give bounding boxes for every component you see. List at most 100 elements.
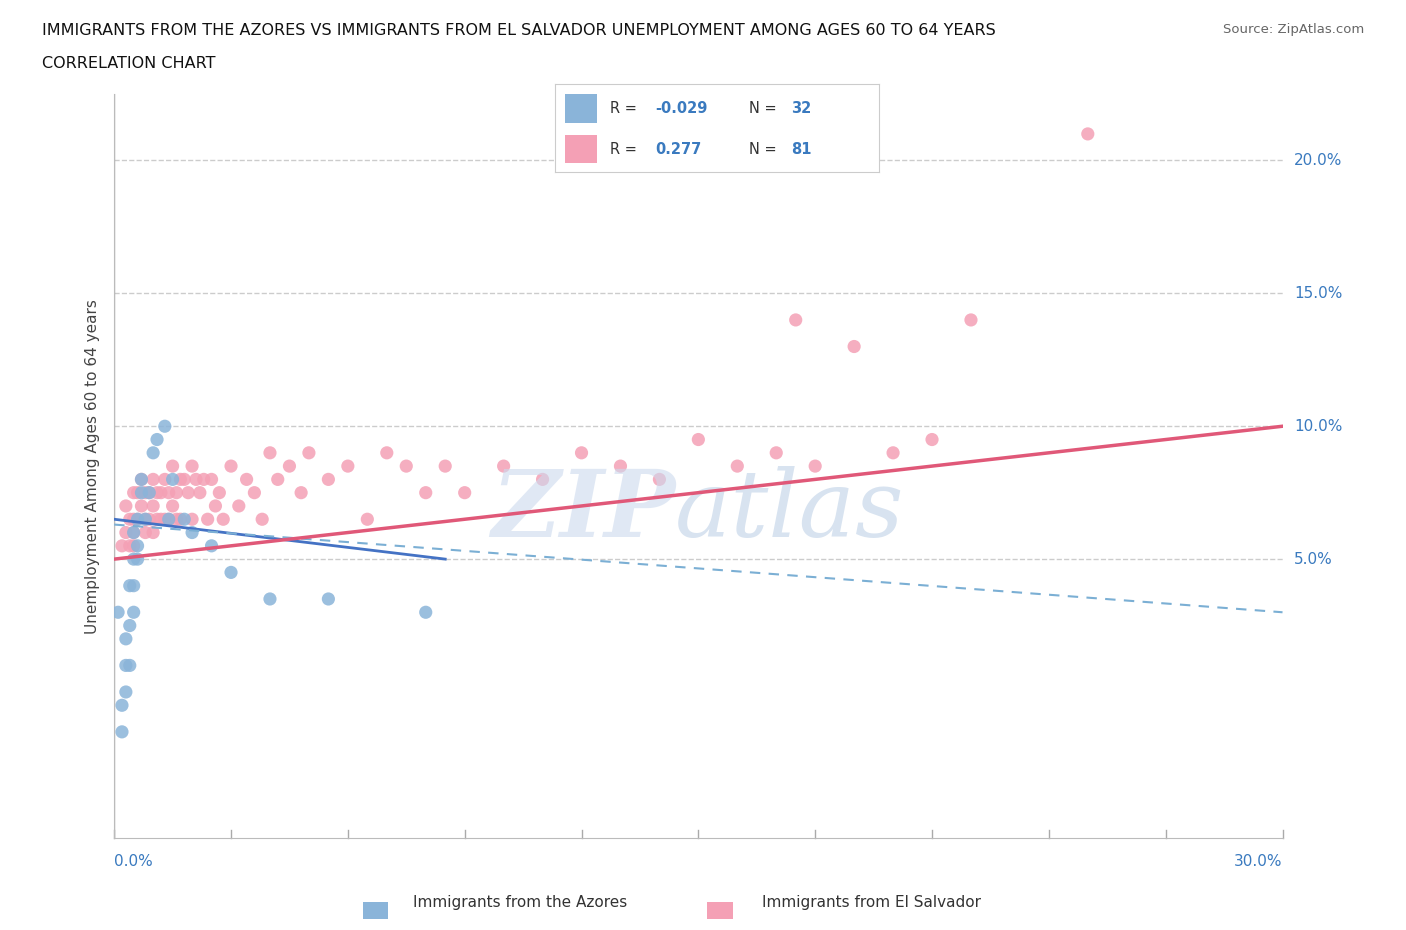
Point: [115, 684, 138, 699]
Text: N =: N =: [749, 101, 782, 116]
Point: [169, 512, 191, 526]
Point: [259, 445, 281, 460]
Point: [157, 512, 180, 526]
Point: [153, 512, 176, 526]
Point: [318, 472, 340, 486]
Text: -0.029: -0.029: [655, 101, 709, 116]
Point: [146, 512, 169, 526]
Point: [118, 538, 141, 553]
Point: [127, 551, 149, 566]
Point: [250, 512, 273, 526]
Point: [921, 432, 943, 447]
Point: [162, 472, 184, 486]
Point: [138, 485, 160, 500]
Text: 5.0%: 5.0%: [1294, 551, 1333, 566]
Point: [134, 485, 156, 500]
Point: [181, 458, 204, 473]
Point: [200, 472, 222, 486]
Point: [725, 458, 748, 473]
Point: [111, 538, 134, 553]
Point: [609, 458, 631, 473]
Point: [298, 445, 321, 460]
Point: [173, 512, 195, 526]
Point: [200, 538, 222, 553]
Text: 20.0%: 20.0%: [1294, 153, 1343, 168]
Point: [127, 512, 149, 526]
Point: [571, 445, 593, 460]
Point: [118, 578, 141, 593]
Point: [842, 339, 865, 354]
Point: [243, 485, 266, 500]
Point: [127, 485, 149, 500]
Point: [115, 631, 138, 646]
Point: [290, 485, 312, 500]
Point: [153, 472, 176, 486]
Point: [688, 432, 710, 447]
Text: 0.277: 0.277: [655, 141, 702, 156]
Point: [960, 312, 983, 327]
Point: [149, 485, 172, 500]
Point: [131, 472, 153, 486]
Text: ZIP: ZIP: [491, 466, 675, 556]
Point: [785, 312, 807, 327]
Point: [115, 658, 138, 673]
Point: [157, 512, 180, 526]
Point: [142, 525, 165, 540]
Point: [228, 498, 250, 513]
Point: [278, 458, 301, 473]
Point: [804, 458, 827, 473]
Point: [131, 498, 153, 513]
Text: R =: R =: [610, 141, 647, 156]
Point: [318, 591, 340, 606]
Point: [146, 485, 169, 500]
Point: [454, 485, 477, 500]
Point: [492, 458, 515, 473]
Point: [111, 724, 134, 739]
Text: 0.0%: 0.0%: [114, 854, 153, 870]
Point: [115, 525, 138, 540]
Text: 32: 32: [792, 101, 811, 116]
Point: [131, 485, 153, 500]
Point: [336, 458, 359, 473]
Point: [122, 525, 145, 540]
Text: R =: R =: [610, 101, 643, 116]
Point: [235, 472, 257, 486]
Point: [173, 472, 195, 486]
Point: [134, 525, 156, 540]
Point: [188, 485, 211, 500]
Point: [153, 418, 176, 433]
Point: [356, 512, 378, 526]
Text: Immigrants from the Azores: Immigrants from the Azores: [413, 895, 627, 910]
Text: 10.0%: 10.0%: [1294, 418, 1343, 433]
Point: [157, 485, 180, 500]
Point: [122, 604, 145, 619]
Point: [166, 485, 188, 500]
Bar: [565, 135, 598, 164]
Point: [169, 472, 191, 486]
Point: [115, 498, 138, 513]
Text: 81: 81: [792, 141, 811, 156]
Point: [118, 512, 141, 526]
Point: [765, 445, 787, 460]
Point: [122, 525, 145, 540]
Point: [134, 512, 156, 526]
Text: Immigrants from El Salvador: Immigrants from El Salvador: [762, 895, 981, 910]
Point: [122, 512, 145, 526]
Text: atlas: atlas: [675, 466, 904, 556]
Point: [138, 512, 160, 526]
Point: [131, 472, 153, 486]
Point: [149, 512, 172, 526]
Point: [122, 538, 145, 553]
Point: [375, 445, 398, 460]
Point: [415, 604, 437, 619]
Point: [259, 591, 281, 606]
Point: [219, 458, 242, 473]
Point: [531, 472, 554, 486]
Point: [127, 538, 149, 553]
Point: [122, 551, 145, 566]
Text: Source: ZipAtlas.com: Source: ZipAtlas.com: [1223, 23, 1364, 36]
Point: [122, 485, 145, 500]
Point: [181, 525, 204, 540]
Y-axis label: Unemployment Among Ages 60 to 64 years: Unemployment Among Ages 60 to 64 years: [86, 299, 100, 633]
Point: [166, 512, 188, 526]
